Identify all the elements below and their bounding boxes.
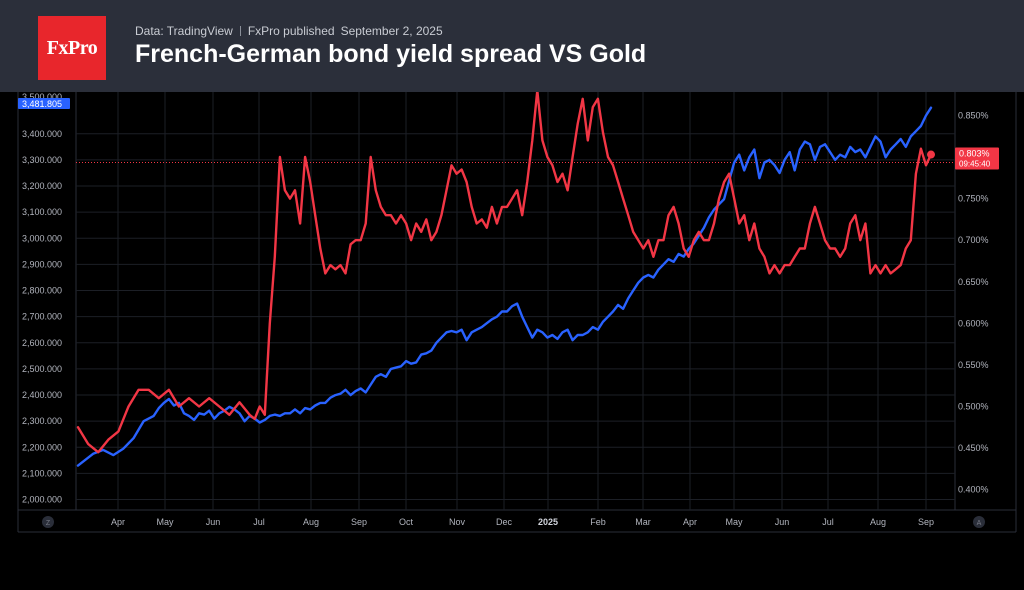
auto-scale-left-label: Z — [46, 520, 51, 527]
left-axis-tick: 3,000.000 — [22, 233, 62, 243]
chart-area[interactable]: 3,400.000 3,300.000 3,200.000 3,100.000 3,00… — [0, 89, 1024, 585]
left-axis-tick-partial: 3,500.000 — [22, 92, 62, 102]
x-axis-label: Oct — [399, 517, 414, 527]
left-axis-tick: 2,400.000 — [22, 390, 62, 400]
x-axis-label: Dec — [496, 517, 513, 527]
left-axis-tick: 2,000.000 — [22, 495, 62, 505]
x-axis-label: Jun — [775, 517, 790, 527]
x-axis-label: Sep — [918, 517, 934, 527]
right-axis-tick: 0.600% — [958, 318, 989, 328]
x-axis-label: Apr — [683, 517, 697, 527]
left-axis-tick: 2,200.000 — [22, 442, 62, 452]
x-axis-label: Aug — [870, 517, 886, 527]
x-axis-label: Mar — [635, 517, 651, 527]
publisher: FxPro published — [247, 24, 335, 38]
data-source: Data: TradingView — [135, 24, 233, 38]
right-axis-tick: 0.650% — [958, 277, 989, 287]
x-axis-label: Sep — [351, 517, 367, 527]
left-axis-tick: 2,800.000 — [22, 286, 62, 296]
fxpro-logo: FxPro — [38, 16, 106, 80]
x-axis-label: Aug — [303, 517, 319, 527]
x-axis-year-label: 2025 — [538, 517, 558, 527]
spread-value-label: 0.803% — [959, 149, 990, 159]
left-axis-tick: 3,400.000 — [22, 129, 62, 139]
left-axis-tick: 3,300.000 — [22, 155, 62, 165]
chart-svg[interactable]: 3,400.000 3,300.000 3,200.000 3,100.000 3,00… — [0, 89, 1024, 585]
left-axis-tick: 3,100.000 — [22, 207, 62, 217]
spread-series-line — [76, 89, 933, 454]
left-axis-tick: 3,200.000 — [22, 181, 62, 191]
x-axis-label: Jul — [822, 517, 834, 527]
page-title: French-German bond yield spread VS Gold — [135, 40, 647, 68]
left-axis-tick: 2,600.000 — [22, 338, 62, 348]
auto-scale-left-button[interactable] — [42, 516, 54, 528]
right-axis-tick: 0.700% — [958, 235, 989, 245]
auto-scale-right-label: A — [977, 520, 982, 527]
spread-value-badge — [955, 147, 999, 170]
spread-timer-label: 09:45:40 — [959, 160, 991, 169]
spread-last-point — [927, 150, 935, 159]
publish-date: September 2, 2025 — [340, 24, 443, 38]
left-axis-tick: 2,300.000 — [22, 416, 62, 426]
x-axis-label: Jul — [253, 517, 265, 527]
right-axis-tick: 0.750% — [958, 194, 989, 204]
gold-value-label: 3,481.805 — [22, 99, 62, 109]
left-axis-tick: 2,100.000 — [22, 468, 62, 478]
right-axis-tick: 0.500% — [958, 401, 989, 411]
gold-value-badge — [18, 98, 70, 109]
meta-divider — [239, 26, 241, 36]
right-axis-tick: 0.400% — [958, 485, 989, 495]
left-axis-tick: 2,900.000 — [22, 259, 62, 269]
x-axis-label: Apr — [111, 517, 125, 527]
x-axis-label: May — [156, 517, 174, 527]
x-axis-label: Feb — [590, 517, 606, 527]
x-axis-label: Jun — [206, 517, 221, 527]
x-axis-label: May — [725, 517, 743, 527]
right-axis-tick: 0.450% — [958, 443, 989, 453]
left-axis-tick: 2,700.000 — [22, 312, 62, 322]
left-axis-tick: 2,500.000 — [22, 364, 62, 374]
x-axis-label: Nov — [449, 517, 466, 527]
right-axis-tick: 0.850% — [958, 110, 989, 120]
header-bar: FxPro Data: TradingView FxPro published … — [0, 0, 1024, 92]
publication-meta: Data: TradingView FxPro published Septem… — [135, 24, 443, 38]
right-axis-tick: 0.550% — [958, 360, 989, 370]
auto-scale-right-button[interactable] — [973, 516, 985, 528]
